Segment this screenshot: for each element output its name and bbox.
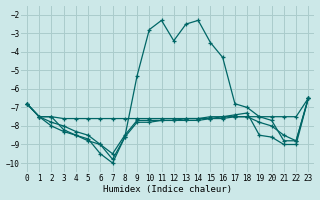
X-axis label: Humidex (Indice chaleur): Humidex (Indice chaleur) (103, 185, 232, 194)
